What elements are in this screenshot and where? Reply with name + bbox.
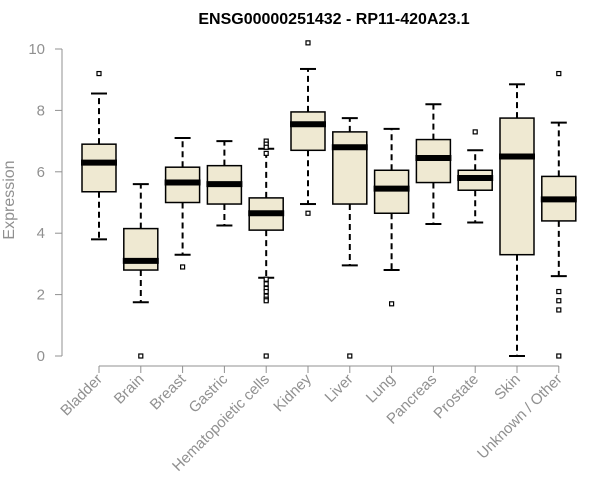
outlier-point: [138, 353, 144, 359]
box-5: [248, 138, 285, 359]
x-tick-label: Lung: [363, 371, 399, 407]
outlier-point: [263, 150, 269, 156]
box-2: [122, 183, 159, 359]
x-tick-label: Bladder: [57, 371, 106, 420]
box-1: [81, 70, 117, 241]
outlier-point: [347, 353, 353, 359]
box-7: [331, 117, 368, 359]
box-iqr: [415, 138, 452, 184]
outlier-point: [556, 70, 562, 77]
x-tick-label: Kidney: [270, 370, 315, 415]
outlier-point: [180, 264, 186, 270]
y-tick-label: 4: [37, 225, 45, 242]
box-iqr: [373, 169, 410, 214]
outlier-point: [556, 288, 562, 295]
box-4: [206, 140, 243, 227]
y-tick-label: 0: [37, 348, 45, 365]
y-tick-label: 10: [28, 41, 45, 58]
y-tick-label: 6: [37, 164, 45, 181]
box-6: [290, 40, 326, 216]
outlier-point: [556, 353, 562, 359]
y-axis-label: Expression: [1, 160, 18, 239]
y-axis: 0 2 4 6 8 10: [28, 41, 63, 365]
outlier-point: [263, 353, 269, 359]
outlier-point: [263, 281, 269, 287]
x-tick-label: Breast: [147, 370, 190, 413]
x-tick-label: Liver: [322, 371, 357, 406]
x-tick-label: Prostate: [430, 371, 482, 423]
box-iqr: [332, 131, 368, 205]
x-tick-label: Skin: [491, 371, 524, 404]
outlier-point: [389, 301, 395, 307]
y-tick-label: 8: [37, 102, 45, 119]
outlier-point: [556, 307, 562, 313]
box-11: [499, 83, 535, 357]
outlier-point: [263, 288, 269, 295]
outlier-point: [96, 70, 102, 77]
box-8: [373, 127, 410, 307]
box-iqr: [499, 117, 535, 256]
box-iqr: [290, 111, 326, 152]
outlier-point: [305, 210, 311, 216]
chart-title: ENSG00000251432 - RP11-420A23.1: [198, 11, 469, 28]
y-tick-label: 2: [37, 287, 45, 304]
box-3: [164, 137, 201, 270]
outlier-point: [263, 298, 269, 304]
box-10: [457, 129, 494, 224]
outlier-point: [556, 298, 562, 304]
x-tick-label: Brain: [111, 371, 148, 408]
box-series: [81, 40, 577, 359]
outlier-point: [305, 40, 311, 46]
outlier-point: [472, 129, 478, 135]
box-iqr: [81, 143, 117, 193]
box-9: [415, 103, 452, 225]
box-12: [540, 70, 577, 359]
outlier-point: [263, 276, 269, 282]
outlier-point: [263, 144, 269, 150]
